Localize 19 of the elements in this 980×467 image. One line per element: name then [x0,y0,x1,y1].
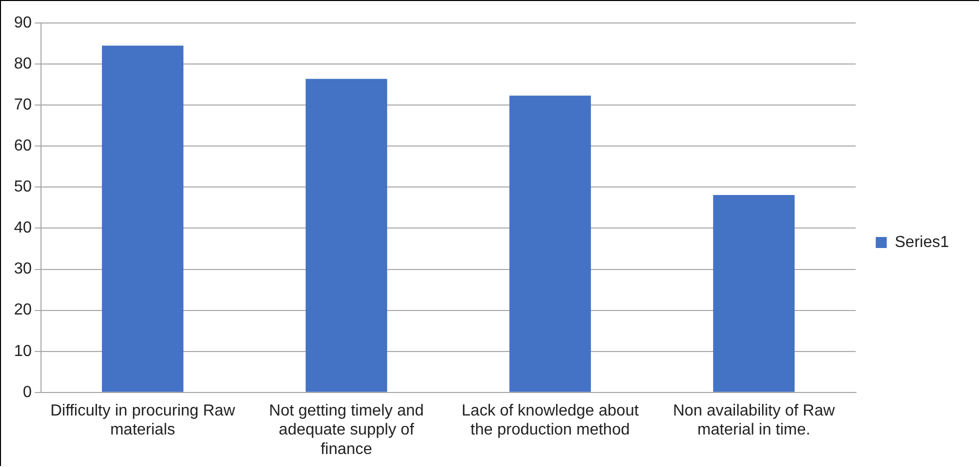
y-tick-label: 20 [14,302,32,319]
y-tick-label: 60 [14,138,32,155]
x-tick-label: Not getting timely and adequate supply of finance [269,402,424,458]
bar [509,96,591,392]
bar [306,78,388,392]
bar [713,194,795,392]
y-tick-label: 10 [14,342,32,360]
x-tick-label: Difficulty in procuring Raw materials [50,402,236,439]
y-tick-label: 80 [14,55,32,72]
y-tick-label: 30 [14,260,32,278]
bar [102,46,184,392]
y-tick-label: 0 [22,384,32,401]
y-tick-label: 50 [14,178,32,196]
y-tick-label: 40 [14,220,32,237]
y-tick-label: 90 [14,14,32,32]
legend-label: Series1 [894,234,950,251]
x-tick-label: Lack of knowledge about the production method [462,402,640,439]
x-tick-label: Non availability of Raw material in time. [672,402,836,439]
y-tick-label: 70 [14,96,32,114]
